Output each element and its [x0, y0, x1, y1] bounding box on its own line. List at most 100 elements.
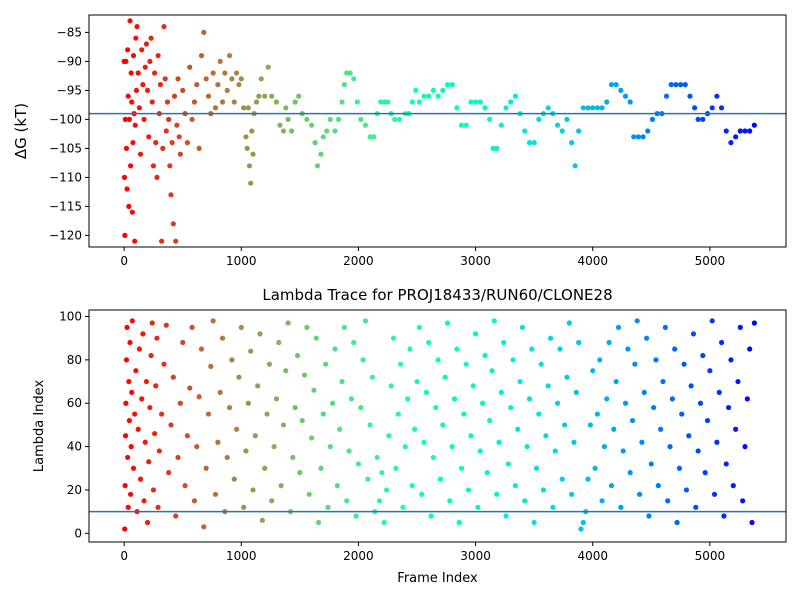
data-point	[597, 357, 603, 363]
data-point	[196, 394, 202, 400]
data-point	[639, 439, 645, 445]
data-point	[262, 93, 268, 99]
data-point	[180, 339, 186, 346]
data-point	[440, 87, 446, 93]
data-point	[557, 346, 563, 352]
data-point	[360, 357, 366, 363]
data-point	[376, 498, 383, 504]
data-point	[676, 465, 683, 471]
data-point	[728, 140, 734, 146]
data-point	[124, 324, 130, 330]
data-point	[601, 444, 608, 450]
y-tick-label: −115	[49, 199, 82, 213]
data-point	[484, 470, 490, 476]
data-point	[690, 331, 697, 337]
data-point	[645, 128, 651, 134]
data-point	[456, 519, 462, 526]
data-point	[289, 128, 295, 134]
data-point	[423, 389, 429, 395]
data-point	[517, 378, 523, 385]
data-point	[672, 346, 678, 352]
data-point	[426, 93, 432, 99]
delta-g-points	[121, 18, 757, 244]
data-point	[346, 448, 352, 454]
data-point	[463, 361, 469, 367]
data-point	[693, 504, 699, 510]
y-tick-label: 100	[59, 310, 82, 324]
data-point	[353, 513, 359, 519]
data-point	[569, 491, 575, 497]
data-point	[152, 70, 158, 76]
data-point	[655, 483, 661, 489]
data-point	[573, 389, 579, 395]
y-tick-label: 40	[67, 440, 82, 454]
data-point	[325, 504, 331, 510]
data-point	[718, 339, 725, 346]
data-point	[498, 389, 504, 395]
x-tick-label: 0	[120, 254, 128, 268]
data-point	[683, 487, 690, 493]
data-point	[313, 335, 319, 341]
data-point	[212, 491, 219, 497]
data-point	[580, 519, 586, 526]
data-point	[269, 498, 275, 504]
data-point	[168, 192, 174, 198]
data-point	[126, 417, 133, 424]
data-point	[627, 99, 633, 105]
delta-g-axes-frame	[88, 14, 787, 248]
data-point	[163, 128, 169, 134]
data-point	[170, 221, 176, 227]
x-tick-label: 5000	[695, 549, 726, 563]
data-point	[503, 513, 509, 519]
data-point	[669, 396, 675, 402]
data-point	[400, 504, 406, 510]
data-point	[205, 93, 212, 99]
data-point	[236, 82, 242, 88]
data-point	[149, 99, 155, 105]
data-point	[562, 422, 568, 428]
data-point	[730, 483, 736, 489]
data-point	[128, 444, 134, 450]
data-point	[121, 174, 128, 180]
delta-g-plot-area	[89, 18, 786, 244]
data-point	[308, 122, 315, 128]
data-point	[604, 99, 610, 105]
data-point	[538, 361, 544, 367]
data-point	[646, 513, 652, 519]
data-point	[673, 82, 679, 88]
data-point	[139, 396, 145, 402]
data-point	[494, 145, 500, 151]
data-point	[692, 105, 698, 111]
data-point	[697, 400, 704, 406]
data-point	[194, 82, 200, 88]
data-point	[129, 99, 135, 105]
data-point	[152, 430, 158, 437]
data-point	[437, 476, 444, 482]
data-point	[173, 238, 179, 244]
data-point	[285, 320, 291, 326]
data-point	[381, 519, 387, 526]
data-point	[622, 93, 629, 99]
data-point	[129, 389, 135, 395]
data-point	[564, 374, 570, 380]
data-point	[688, 383, 694, 389]
data-point	[545, 383, 551, 389]
data-point	[512, 93, 518, 99]
data-point	[297, 470, 303, 476]
data-point	[629, 417, 636, 424]
data-point	[700, 116, 706, 122]
data-point	[512, 483, 518, 489]
data-point	[533, 465, 540, 471]
data-point	[147, 58, 153, 64]
data-point	[613, 378, 619, 385]
data-point	[262, 465, 268, 471]
data-point	[125, 93, 131, 99]
data-point	[135, 70, 141, 76]
data-point	[212, 105, 219, 111]
data-point	[327, 116, 333, 122]
data-point	[241, 504, 247, 510]
data-point	[215, 439, 221, 445]
data-point	[143, 378, 149, 385]
data-point	[487, 116, 493, 122]
data-point	[627, 470, 633, 476]
